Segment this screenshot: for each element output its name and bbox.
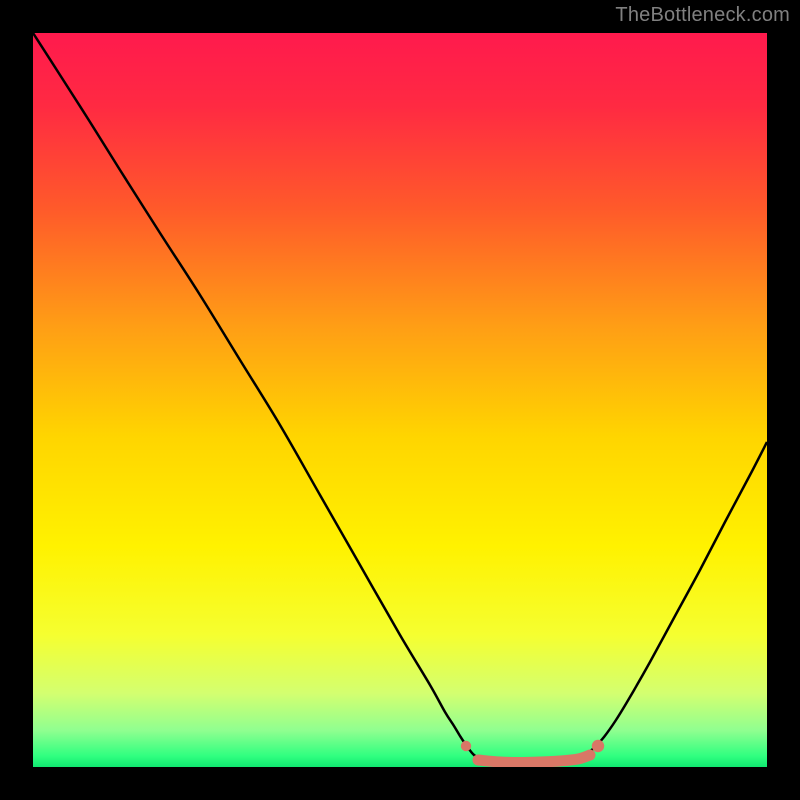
marker-dot [592,740,604,752]
watermark-text: TheBottleneck.com [615,4,790,27]
marker-dot [461,741,471,751]
bottleneck-chart [0,0,800,800]
chart-container: TheBottleneck.com [0,0,800,800]
plot-background [33,33,767,767]
